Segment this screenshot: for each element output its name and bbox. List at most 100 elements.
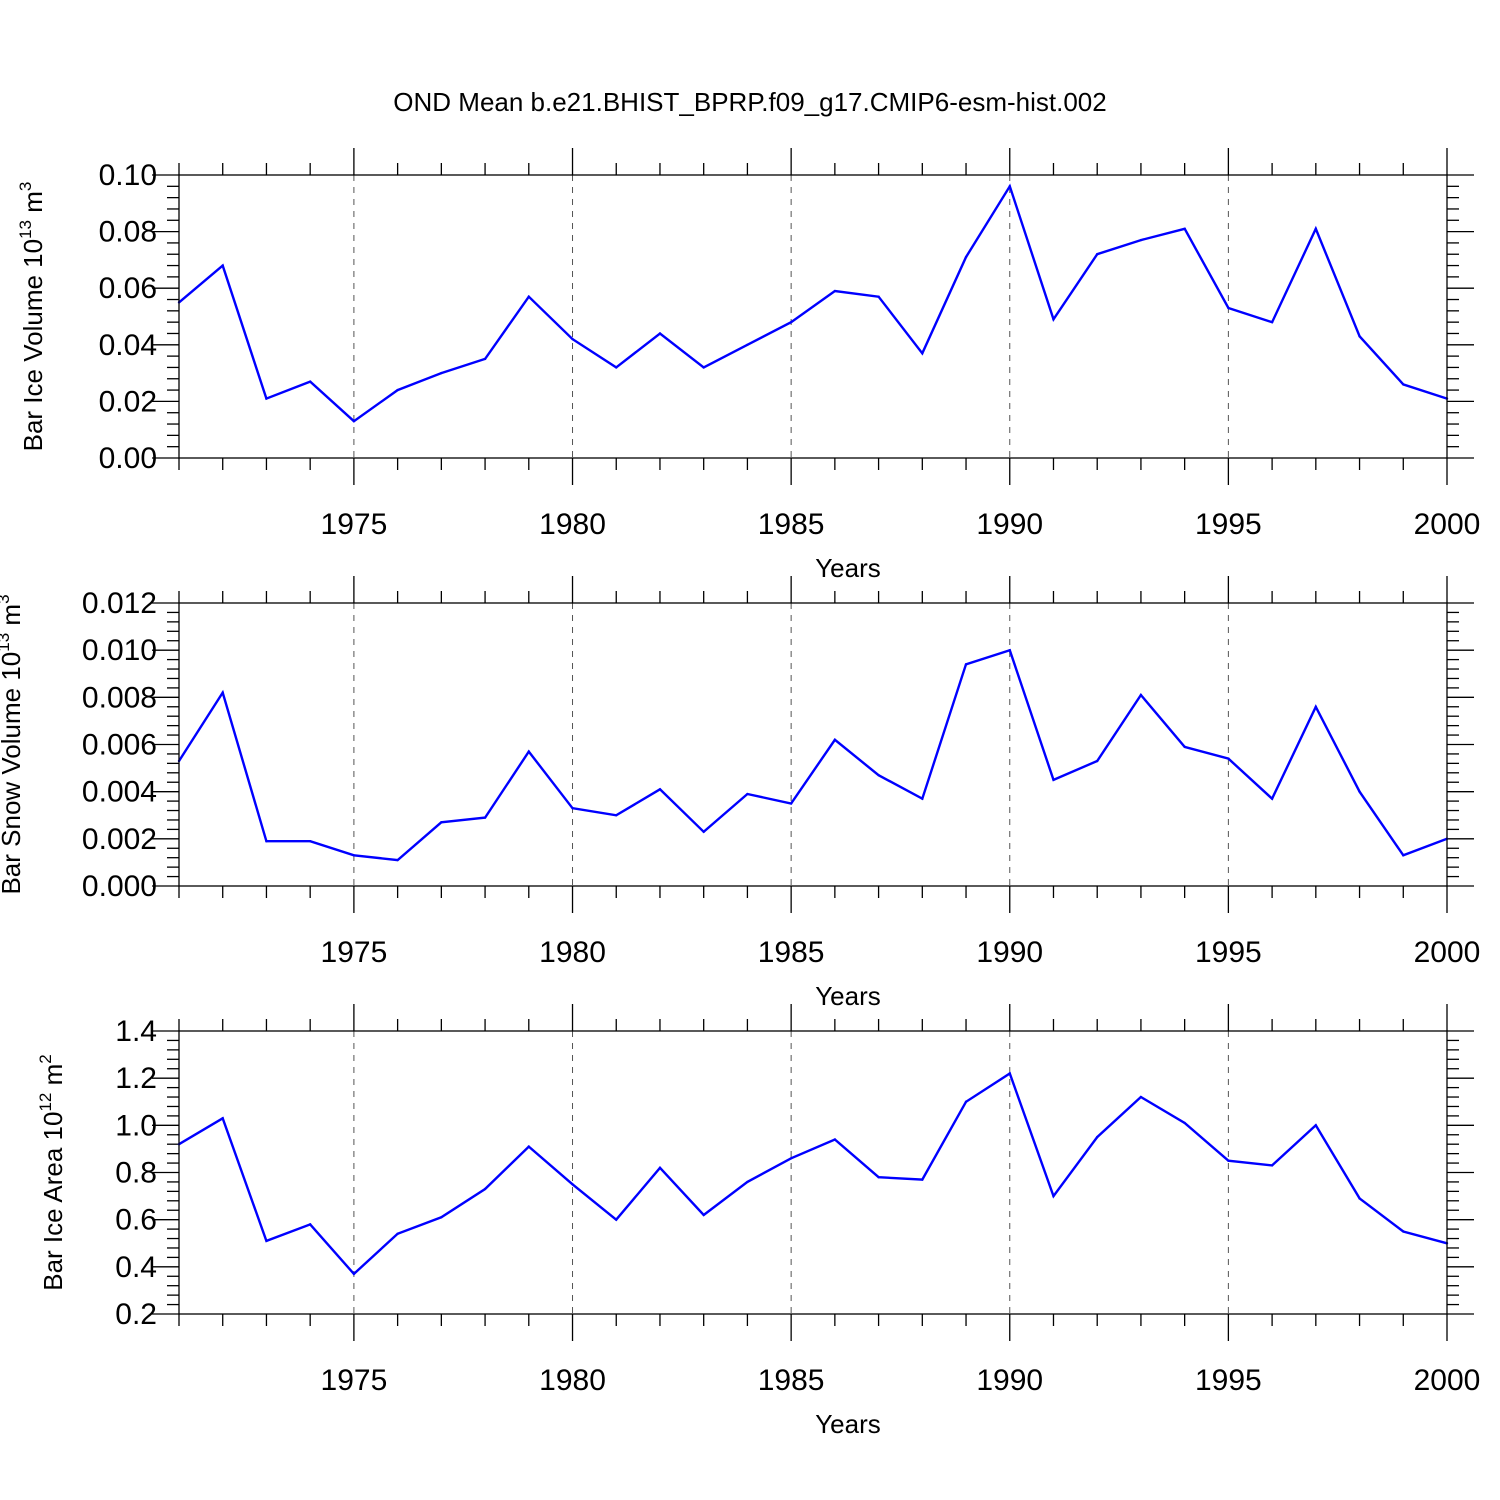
x-tick-label: 1975 — [321, 1364, 388, 1397]
x-tick-label: 1995 — [1195, 936, 1262, 969]
data-point — [1008, 185, 1011, 188]
y-tick-label: 0.004 — [82, 776, 157, 809]
data-point — [221, 264, 224, 267]
data-point — [1358, 335, 1361, 338]
panel-2: 1975 1980 1985 1990 1995 2000 0.000 0.002 0.004 0… — [0, 576, 1480, 1011]
x-tick-label: 1975 — [321, 508, 388, 541]
data-point — [1096, 759, 1099, 763]
panel-3: 1975 1980 1985 1990 1995 2000 0.2 0.4 0.6 0.8 1.0 1… — [36, 1004, 1480, 1439]
data-point — [571, 806, 574, 810]
data-point — [702, 1213, 705, 1217]
data-point — [1270, 1164, 1274, 1167]
y-tick-label: 0.06 — [99, 272, 157, 305]
data-point — [833, 1138, 837, 1141]
data-point — [921, 797, 924, 800]
data-point — [440, 371, 443, 375]
data-point — [789, 1157, 793, 1160]
data-point — [1402, 854, 1405, 857]
data-point — [833, 738, 837, 741]
chart-title: OND Mean b.e21.BHIST_BPRP.f09_g17.CMIP6-… — [393, 87, 1106, 117]
data-point — [483, 816, 487, 819]
data-point — [658, 1166, 662, 1169]
x-tick-label: 1975 — [321, 936, 388, 969]
data-point — [1227, 757, 1230, 760]
x-tick-label: 1990 — [976, 1364, 1043, 1397]
panel-1: 1975 1980 1985 1990 1995 2000 0.00 0.02 0.04 0.06… — [16, 148, 1480, 583]
data-point — [483, 357, 487, 361]
y-tick-label: 0.000 — [82, 870, 157, 903]
data-point — [396, 1232, 399, 1236]
data-point — [833, 289, 837, 293]
series-line — [178, 183, 1448, 423]
y-tick-label: 0.006 — [82, 729, 157, 762]
data-point — [571, 337, 574, 341]
data-point — [1183, 745, 1186, 749]
data-point — [527, 750, 530, 753]
data-point — [746, 1180, 749, 1184]
plot-frame — [178, 174, 1448, 459]
data-point — [658, 332, 662, 335]
data-point — [1270, 320, 1274, 324]
data-point — [571, 1183, 574, 1186]
data-point — [1227, 1159, 1230, 1162]
data-point — [746, 343, 749, 346]
y-tick-label: 1.4 — [115, 1015, 157, 1048]
y-tick-label: 0.00 — [99, 442, 157, 475]
data-point — [1096, 253, 1099, 256]
x-axis-label: Years — [815, 553, 881, 583]
data-point — [877, 773, 880, 777]
data-point — [352, 1272, 356, 1276]
x-tick-label: 1995 — [1195, 1364, 1262, 1397]
y-tick-label: 0.6 — [115, 1204, 157, 1237]
data-point — [658, 788, 662, 791]
data-point — [527, 295, 530, 298]
data-point — [1402, 1230, 1405, 1233]
data-point — [964, 1100, 968, 1103]
data-point — [1402, 383, 1405, 386]
data-point — [440, 1216, 443, 1219]
data-point — [396, 858, 399, 862]
y-axis-label: Bar Ice Area 1012 m2 — [36, 1054, 68, 1291]
data-point — [1096, 1135, 1099, 1139]
data-point — [1358, 1197, 1361, 1200]
y-axis-label: Bar Ice Volume 1013 m3 — [16, 182, 48, 452]
x-tick-label: 1985 — [758, 936, 825, 969]
data-point — [265, 397, 268, 400]
x-tick-label: 1995 — [1195, 508, 1262, 541]
data-point — [221, 691, 224, 694]
data-point — [352, 420, 356, 423]
data-point — [308, 380, 312, 383]
plot-frame — [178, 602, 1448, 887]
x-tick-label: 1985 — [758, 1364, 825, 1397]
y-tick-label: 1.2 — [115, 1062, 157, 1095]
data-point — [1008, 648, 1011, 652]
data-point — [1052, 1194, 1055, 1198]
series-line — [178, 1071, 1448, 1276]
data-point — [396, 388, 399, 392]
panels: 1975 1980 1985 1990 1995 2000 0.00 0.02 0.04 0.06… — [0, 148, 1480, 1439]
data-point — [308, 1223, 312, 1226]
data-point — [615, 366, 618, 369]
data-point — [1358, 790, 1361, 793]
data-point — [702, 830, 705, 833]
y-tick-label: 0.002 — [82, 823, 157, 856]
data-point — [702, 366, 705, 369]
data-point — [352, 854, 356, 857]
x-axis-label: Years — [815, 981, 881, 1011]
x-tick-label: 1990 — [976, 936, 1043, 969]
data-point — [1314, 1124, 1318, 1127]
data-point — [789, 320, 793, 324]
data-point — [265, 1239, 268, 1243]
data-point — [1052, 778, 1055, 782]
y-tick-label: 0.10 — [99, 159, 157, 192]
y-tick-label: 0.012 — [82, 587, 157, 620]
series-line — [177, 648, 1448, 862]
data-point — [1052, 318, 1055, 321]
x-tick-label: 2000 — [1414, 508, 1481, 541]
data-point — [308, 839, 312, 843]
data-point — [615, 1218, 618, 1221]
data-point — [789, 802, 793, 805]
y-tick-label: 0.008 — [82, 681, 157, 714]
plot-frame — [178, 1030, 1448, 1315]
